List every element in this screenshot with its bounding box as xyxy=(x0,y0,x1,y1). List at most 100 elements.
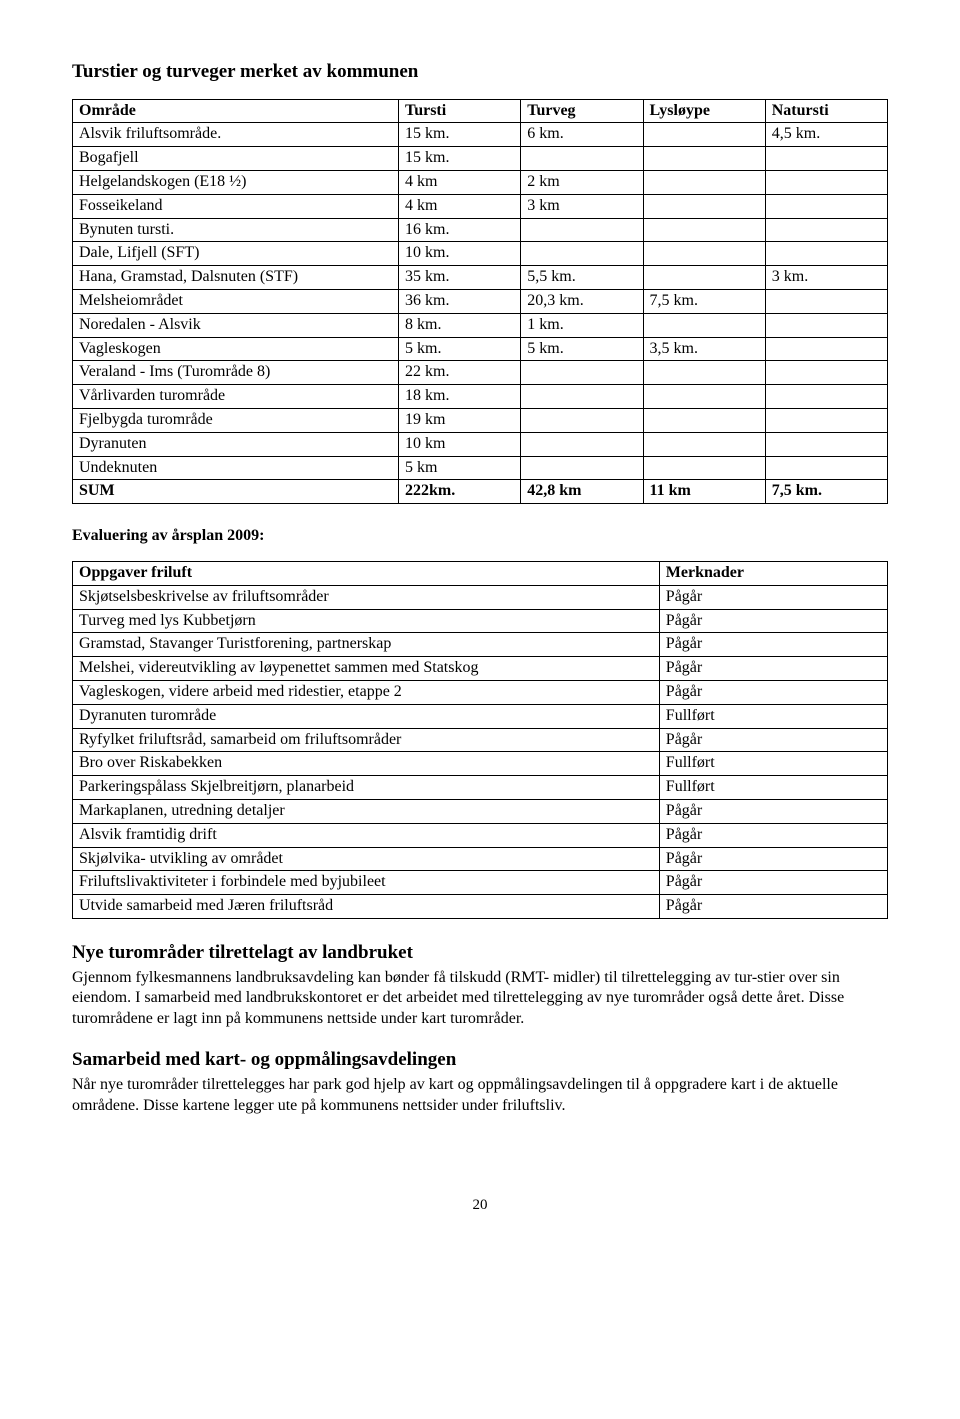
table-cell: Ryfylket friluftsråd, samarbeid om frilu… xyxy=(73,728,660,752)
table-cell: 16 km. xyxy=(399,218,521,242)
table-cell: Fullført xyxy=(659,752,887,776)
table-cell xyxy=(643,147,765,171)
table-cell xyxy=(765,432,887,456)
table-cell: 15 km. xyxy=(399,147,521,171)
table-row: Veraland - Ims (Turområde 8)22 km. xyxy=(73,361,888,385)
table-cell: 10 km xyxy=(399,432,521,456)
table-cell: Bynuten tursti. xyxy=(73,218,399,242)
table-cell: 10 km. xyxy=(399,242,521,266)
th-turveg: Turveg xyxy=(521,99,643,123)
table-cell: Pågår xyxy=(659,823,887,847)
table-cell xyxy=(643,385,765,409)
table-cell: 20,3 km. xyxy=(521,290,643,314)
table-header-row: Område Tursti Turveg Lysløype Natursti xyxy=(73,99,888,123)
table-cell: Melsheiområdet xyxy=(73,290,399,314)
table-cell: Pågår xyxy=(659,895,887,919)
table-cell xyxy=(765,194,887,218)
table-cell: 3 km. xyxy=(765,266,887,290)
table-row: Helgelandskogen (E18 ½)4 km2 km xyxy=(73,171,888,195)
table-cell: Pågår xyxy=(659,633,887,657)
table-row: Bogafjell15 km. xyxy=(73,147,888,171)
table-cell: 5 km xyxy=(399,456,521,480)
table-row: Alsvik framtidig driftPågår xyxy=(73,823,888,847)
table-cell: Turveg med lys Kubbetjørn xyxy=(73,609,660,633)
table-cell xyxy=(643,456,765,480)
table-row: Gramstad, Stavanger Turistforening, part… xyxy=(73,633,888,657)
page-number: 20 xyxy=(72,1196,888,1216)
table-header-row: Oppgaver friluft Merknader xyxy=(73,562,888,586)
table-cell: Helgelandskogen (E18 ½) xyxy=(73,171,399,195)
table-cell: Fullført xyxy=(659,776,887,800)
table-cell: 18 km. xyxy=(399,385,521,409)
th-omrade: Område xyxy=(73,99,399,123)
section3-body: Gjennom fylkesmannens landbruksavdeling … xyxy=(72,968,888,1030)
table-cell: Parkeringspålass Skjelbreitjørn, planarb… xyxy=(73,776,660,800)
table-row: Vagleskogen5 km.5 km.3,5 km. xyxy=(73,337,888,361)
table-cell: Skjølvika- utvikling av området xyxy=(73,847,660,871)
table-cell: 2 km xyxy=(521,171,643,195)
table-cell xyxy=(765,290,887,314)
table-cell xyxy=(643,194,765,218)
table-row: Noredalen - Alsvik8 km.1 km. xyxy=(73,313,888,337)
table-cell: Dyranuten turområde xyxy=(73,704,660,728)
table-cell xyxy=(765,385,887,409)
table-cell: 8 km. xyxy=(399,313,521,337)
table-cell xyxy=(765,147,887,171)
table-cell xyxy=(765,337,887,361)
table-cell xyxy=(765,218,887,242)
table-cell: 42,8 km xyxy=(521,480,643,504)
table-cell: 1 km. xyxy=(521,313,643,337)
table-cell xyxy=(765,361,887,385)
section1-title: Turstier og turveger merket av kommunen xyxy=(72,60,888,85)
table-cell: Pågår xyxy=(659,800,887,824)
table-cell: Pågår xyxy=(659,585,887,609)
table-cell: 5 km. xyxy=(521,337,643,361)
th-lysloype: Lysløype xyxy=(643,99,765,123)
table-cell xyxy=(765,313,887,337)
trails-table: Område Tursti Turveg Lysløype Natursti A… xyxy=(72,99,888,505)
table-row: Melshei, videreutvikling av løypenettet … xyxy=(73,657,888,681)
table-row: Dyranuten turområdeFullført xyxy=(73,704,888,728)
table-cell xyxy=(643,242,765,266)
table-cell xyxy=(643,409,765,433)
table-cell: Dale, Lifjell (SFT) xyxy=(73,242,399,266)
table-row: Dale, Lifjell (SFT)10 km. xyxy=(73,242,888,266)
table-cell xyxy=(643,123,765,147)
table-cell: 4 km xyxy=(399,171,521,195)
table-cell: Fosseikeland xyxy=(73,194,399,218)
sum-row: SUM222km.42,8 km11 km7,5 km. xyxy=(73,480,888,504)
table-cell xyxy=(643,361,765,385)
table-row: Hana, Gramstad, Dalsnuten (STF)35 km.5,5… xyxy=(73,266,888,290)
section4-title: Samarbeid med kart- og oppmålingsavdelin… xyxy=(72,1048,888,1073)
table-row: Skjøtselsbeskrivelse av friluftsområderP… xyxy=(73,585,888,609)
table-cell: Noredalen - Alsvik xyxy=(73,313,399,337)
table-row: Turveg med lys KubbetjørnPågår xyxy=(73,609,888,633)
table-cell: Hana, Gramstad, Dalsnuten (STF) xyxy=(73,266,399,290)
table-cell xyxy=(521,456,643,480)
table-row: Ryfylket friluftsråd, samarbeid om frilu… xyxy=(73,728,888,752)
table-cell: Bogafjell xyxy=(73,147,399,171)
table-row: Vårlivarden turområde18 km. xyxy=(73,385,888,409)
table-cell: 4 km xyxy=(399,194,521,218)
table-cell: 222km. xyxy=(399,480,521,504)
table-row: Alsvik friluftsområde.15 km.6 km.4,5 km. xyxy=(73,123,888,147)
table-cell xyxy=(765,171,887,195)
table-row: Friluftslivaktiviteter i forbindele med … xyxy=(73,871,888,895)
table-cell: 3,5 km. xyxy=(643,337,765,361)
table-cell xyxy=(643,313,765,337)
table-row: Bynuten tursti.16 km. xyxy=(73,218,888,242)
table-row: Parkeringspålass Skjelbreitjørn, planarb… xyxy=(73,776,888,800)
table-cell: Alsvik framtidig drift xyxy=(73,823,660,847)
table-cell xyxy=(521,409,643,433)
table-cell: Pågår xyxy=(659,681,887,705)
table-cell: 4,5 km. xyxy=(765,123,887,147)
table-row: Utvide samarbeid med Jæren friluftsrådPå… xyxy=(73,895,888,919)
table-cell: 7,5 km. xyxy=(643,290,765,314)
table-cell: Markaplanen, utredning detaljer xyxy=(73,800,660,824)
table-row: Bro over RiskabekkenFullført xyxy=(73,752,888,776)
table-cell: 36 km. xyxy=(399,290,521,314)
table-cell: Pågår xyxy=(659,871,887,895)
table-cell: SUM xyxy=(73,480,399,504)
table-row: Fjelbygda turområde19 km xyxy=(73,409,888,433)
table-cell: Fullført xyxy=(659,704,887,728)
